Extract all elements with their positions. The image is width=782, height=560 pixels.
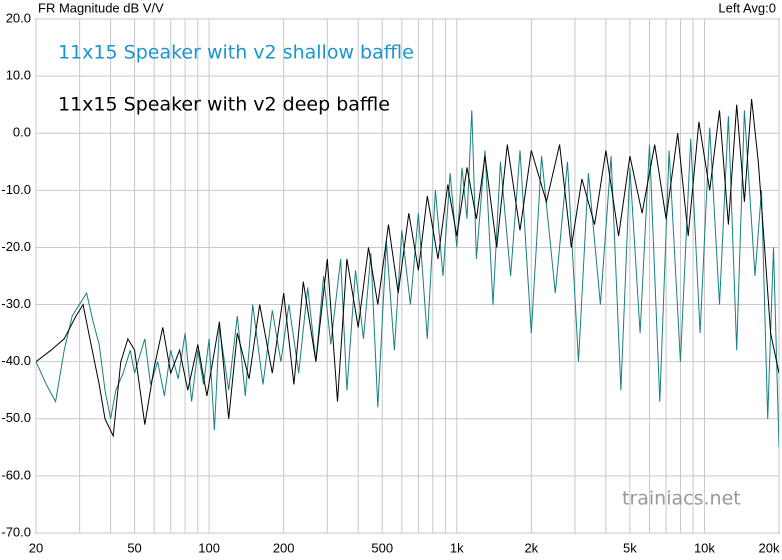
x-tick-label: 1k	[450, 540, 464, 555]
y-tick-label: -20.0	[1, 239, 31, 254]
x-tick-label: 2k	[524, 540, 538, 555]
y-tick-label: 20.0	[6, 10, 31, 25]
annotation: 11x15 Speaker with v2 deep baffle	[58, 94, 390, 116]
x-tick-label: 20	[29, 540, 43, 555]
y-tick-label: -60.0	[1, 467, 31, 482]
y-tick-label: -70.0	[1, 524, 31, 539]
chart-subtitle: Left Avg:0	[718, 0, 776, 15]
y-tick-label: -40.0	[1, 353, 31, 368]
y-tick-label: -50.0	[1, 410, 31, 425]
annotation: trainiacs.net	[622, 488, 741, 510]
y-tick-label: 0.0	[13, 125, 31, 140]
annotation: 11x15 Speaker with v2 shallow baffle	[58, 42, 414, 64]
x-tick-label: 20k	[759, 540, 780, 555]
y-tick-label: 10.0	[6, 68, 31, 83]
x-tick-label: 50	[127, 540, 141, 555]
y-tick-label: -10.0	[1, 182, 31, 197]
series-line	[36, 98, 779, 438]
x-tick-label: 500	[371, 540, 393, 555]
y-tick-label: -30.0	[1, 296, 31, 311]
x-tick-label: 5k	[623, 540, 637, 555]
chart-title: FR Magnitude dB V/V	[38, 0, 164, 15]
x-tick-label: 200	[273, 540, 295, 555]
x-tick-label: 10k	[694, 540, 715, 555]
x-tick-label: 100	[198, 540, 220, 555]
